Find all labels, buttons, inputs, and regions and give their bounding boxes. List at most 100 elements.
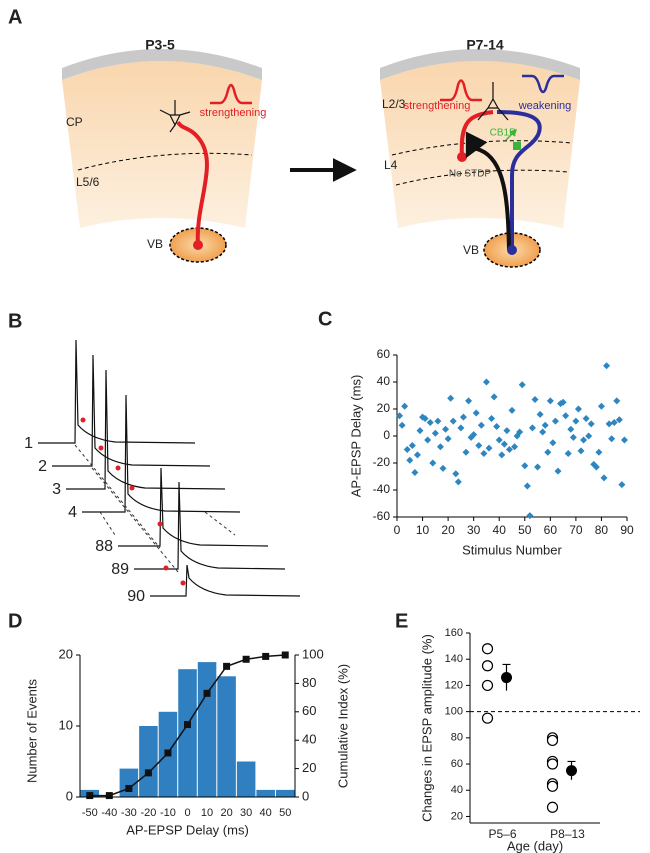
point [546,780,559,792]
point [539,428,547,436]
y2-tick-label: 60 [302,703,316,718]
y2-tick-label: 80 [302,675,316,690]
x-tick-label: 40 [493,523,507,537]
marker-dot [157,521,163,527]
point [413,451,421,459]
line-point [105,792,113,800]
point [470,431,478,439]
point [447,394,455,402]
point [551,417,559,425]
point [493,423,501,431]
y2-tick-label: 0 [302,788,309,803]
point [577,447,585,455]
point [454,478,462,486]
trace [118,467,269,547]
trace-label: 1 [24,435,33,452]
point [585,432,593,440]
bar [178,669,197,797]
line-point [144,769,152,777]
axis-title: AP-EPSP Delay (ms) [126,822,249,837]
point [518,381,526,389]
x-tick-label: 80 [595,523,609,537]
x-tick-label: P5–6 [488,827,516,841]
x-tick-label: 0 [394,523,401,537]
bar [236,761,256,797]
mean [566,765,577,777]
y-tick-label: 80 [451,732,463,744]
point [439,464,447,472]
point [444,435,452,443]
marker-dot [180,580,186,586]
trace-label: 88 [95,538,113,555]
point [465,397,473,405]
point [516,428,524,436]
panel-label: B [8,310,22,332]
x-tick-label: -40 [101,807,117,819]
point [528,424,536,432]
bar [256,789,275,797]
trace [150,564,301,597]
layer-label: L4 [384,158,398,172]
trace-label: 2 [38,458,47,475]
point [569,433,577,441]
point [495,436,503,444]
point [429,459,437,467]
traces [38,339,301,597]
line-point [242,655,250,663]
cortex-right [380,49,580,268]
point [531,396,539,404]
trace [134,481,286,570]
panel-label: D [8,610,22,632]
y-tick-label: 160 [445,627,463,639]
point [396,412,404,420]
line-point [184,721,191,729]
panel-label: C [318,308,332,330]
point [587,420,595,428]
trace-label: 4 [68,504,77,521]
point [610,419,618,426]
point [536,410,544,418]
point [481,679,494,692]
point [426,419,434,426]
point [580,436,588,444]
point [559,398,567,406]
point [457,424,465,432]
layer-label: L5/6 [76,175,100,189]
point [480,450,488,458]
effect-label: strengthening [404,100,471,112]
point [600,474,608,482]
point [488,414,496,422]
point [592,463,600,471]
point [490,393,498,401]
y-tick-label: 100 [445,706,463,718]
effect-label: strengthening [200,107,267,119]
marker-dot [98,445,104,451]
y-tick-label: 120 [445,679,463,691]
x-tick-label: 0 [184,807,190,819]
guide [204,511,236,536]
line-point [125,784,133,792]
x-tick-label: 60 [544,523,558,537]
point [546,397,554,405]
point [459,413,467,421]
point [442,425,450,433]
line-point [86,792,94,800]
point [475,441,483,449]
line-point [203,689,211,697]
trace [38,339,196,444]
y-tick-label: 140 [445,653,463,665]
axis-title: AP-EPSP Delay (ms) [348,375,363,498]
panel-title: P7-14 [466,37,504,53]
point [605,420,613,428]
point [608,435,616,443]
axis-title: Stimulus Number [462,542,562,557]
x-tick-label: 50 [518,523,532,537]
y-tick-label: 60 [377,347,391,361]
point [597,402,605,410]
point [582,414,590,422]
marker-dot [129,485,135,491]
point [431,429,439,437]
point [500,440,508,448]
point [567,425,575,433]
x-tick-label: 50 [279,807,291,819]
